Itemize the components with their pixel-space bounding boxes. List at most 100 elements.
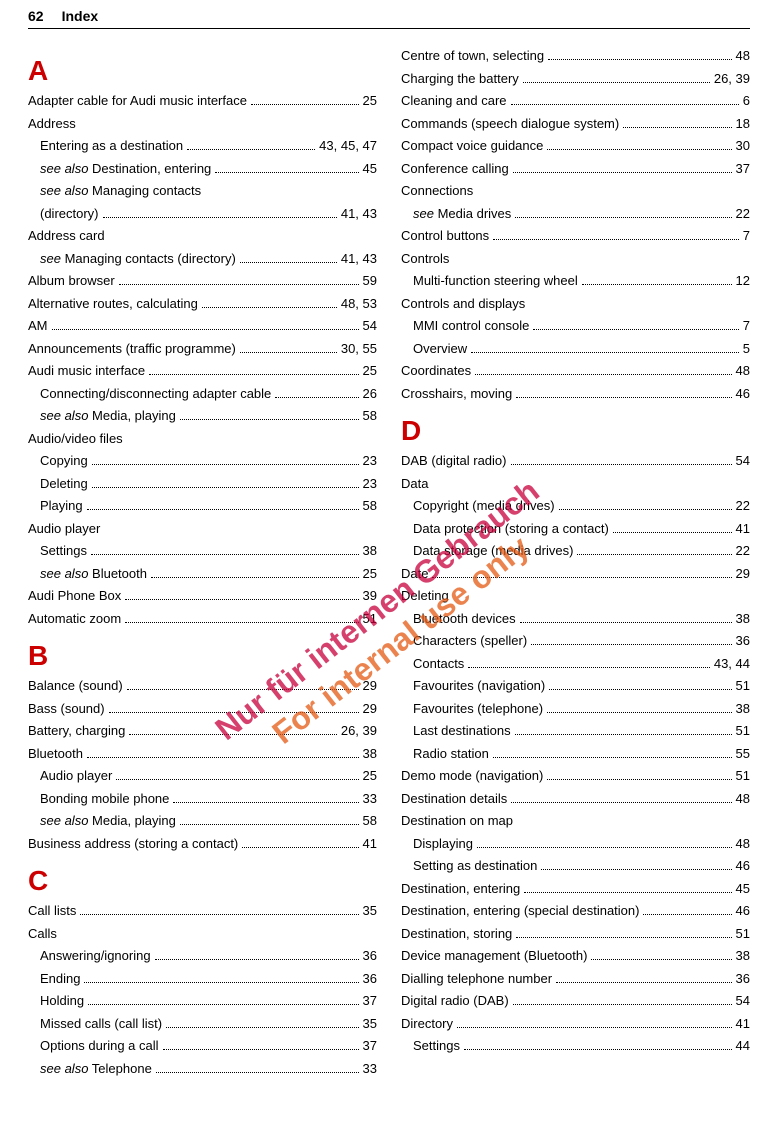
- index-entry-label: Bluetooth: [28, 744, 83, 764]
- index-entry: see also Media, playing58: [28, 811, 377, 831]
- leader-dots: [116, 779, 358, 780]
- leader-dots: [493, 239, 739, 240]
- index-entry-page: 26, 39: [714, 69, 750, 89]
- index-entry-label: Favourites (navigation): [413, 676, 545, 696]
- index-entry-label: Balance (sound): [28, 676, 123, 696]
- index-column-left: A Adapter cable for Audi music interface2…: [28, 43, 377, 1081]
- index-entry: Cleaning and care6: [401, 91, 750, 111]
- index-entry-label: AM: [28, 316, 48, 336]
- index-entry: Connections: [401, 181, 750, 201]
- page-header: 62 Index: [28, 0, 750, 29]
- index-entry-page: 38: [736, 699, 750, 719]
- index-entry-label: Audio player: [28, 519, 100, 539]
- index-entry-label: Data protection (storing a contact): [413, 519, 609, 539]
- index-entry-page: 46: [736, 856, 750, 876]
- leader-dots: [547, 779, 731, 780]
- index-entry-page: 29: [736, 564, 750, 584]
- index-entry-label: Connecting/disconnecting adapter cable: [40, 384, 271, 404]
- index-entry-label: Holding: [40, 991, 84, 1011]
- index-entry-label: (directory): [40, 204, 99, 224]
- index-columns: A Adapter cable for Audi music interface2…: [0, 43, 778, 1081]
- index-entry-page: 36: [363, 946, 377, 966]
- index-entry: Answering/ignoring36: [28, 946, 377, 966]
- leader-dots: [511, 464, 732, 465]
- index-entry: see Media drives22: [401, 204, 750, 224]
- leader-dots: [493, 757, 732, 758]
- index-entry-label: Ending: [40, 969, 80, 989]
- index-entry-page: 38: [736, 609, 750, 629]
- index-entry-label: Audio/video files: [28, 429, 123, 449]
- leader-dots: [215, 172, 358, 173]
- leader-dots: [432, 577, 731, 578]
- index-entry: Settings38: [28, 541, 377, 561]
- index-entry-label: Multi-function steering wheel: [413, 271, 578, 291]
- index-entry-page: 37: [363, 1036, 377, 1056]
- index-entry: Bass (sound)29: [28, 699, 377, 719]
- index-entry-label: Characters (speller): [413, 631, 527, 651]
- leader-dots: [166, 1027, 358, 1028]
- index-entry-page: 6: [743, 91, 750, 111]
- section-heading: A: [28, 57, 377, 85]
- leader-dots: [523, 82, 710, 83]
- leader-dots: [109, 712, 359, 713]
- index-entry-label: Alternative routes, calculating: [28, 294, 198, 314]
- index-entry-page: 29: [363, 699, 377, 719]
- index-entry-label: Battery, charging: [28, 721, 125, 741]
- index-entry: Album browser59: [28, 271, 377, 291]
- index-entry-label: Destination, storing: [401, 924, 512, 944]
- index-entry: Digital radio (DAB)54: [401, 991, 750, 1011]
- leader-dots: [87, 509, 359, 510]
- index-entry: Conference calling37: [401, 159, 750, 179]
- index-entry: see Managing contacts (directory)41, 43: [28, 249, 377, 269]
- leader-dots: [80, 914, 358, 915]
- leader-dots: [125, 622, 358, 623]
- index-entry-page: 35: [363, 1014, 377, 1034]
- index-entry-label: Address: [28, 114, 76, 134]
- index-entry: Address: [28, 114, 377, 134]
- leader-dots: [547, 712, 731, 713]
- index-entry: Entering as a destination43, 45, 47: [28, 136, 377, 156]
- leader-dots: [591, 959, 731, 960]
- leader-dots: [531, 644, 731, 645]
- leader-dots: [84, 982, 358, 983]
- index-entry: Destination on map: [401, 811, 750, 831]
- index-entry-page: 7: [743, 316, 750, 336]
- index-entry-page: 48: [736, 361, 750, 381]
- leader-dots: [547, 149, 731, 150]
- index-entry-label: Settings: [413, 1036, 460, 1056]
- index-entry: Favourites (telephone)38: [401, 699, 750, 719]
- index-entry: Audio/video files: [28, 429, 377, 449]
- index-entry: Demo mode (navigation) 51: [401, 766, 750, 786]
- section-heading: D: [401, 417, 750, 445]
- index-entry: Balance (sound)29: [28, 676, 377, 696]
- index-entry: Bluetooth38: [28, 744, 377, 764]
- index-entry-page: 51: [736, 766, 750, 786]
- leader-dots: [548, 59, 731, 60]
- index-entry-page: 48: [736, 834, 750, 854]
- index-entry-page: 41: [736, 519, 750, 539]
- leader-dots: [52, 329, 359, 330]
- index-entry: Bonding mobile phone33: [28, 789, 377, 809]
- index-entry-label: Commands (speech dialogue system): [401, 114, 619, 134]
- index-entry: Adapter cable for Audi music interface25: [28, 91, 377, 111]
- index-entry-label: Audi music interface: [28, 361, 145, 381]
- section-heading: B: [28, 642, 377, 670]
- leader-dots: [163, 1049, 359, 1050]
- index-entry: Ending36: [28, 969, 377, 989]
- index-entry-label: Crosshairs, moving: [401, 384, 512, 404]
- index-entry-label: Contacts: [413, 654, 464, 674]
- index-entry-page: 25: [363, 91, 377, 111]
- leader-dots: [457, 1027, 732, 1028]
- index-entry-page: 51: [736, 676, 750, 696]
- index-entry: Destination, entering (special destinati…: [401, 901, 750, 921]
- index-entry-page: 43, 45, 47: [319, 136, 377, 156]
- leader-dots: [187, 149, 315, 150]
- index-entry: Data storage (media drives)22: [401, 541, 750, 561]
- leader-dots: [156, 1072, 359, 1073]
- index-entry-label: Demo mode (navigation): [401, 766, 543, 786]
- index-entry-page: 59: [363, 271, 377, 291]
- leader-dots: [623, 127, 731, 128]
- leader-dots: [251, 104, 359, 105]
- index-entry-label: Coordinates: [401, 361, 471, 381]
- index-entry: Copyright (media drives)22: [401, 496, 750, 516]
